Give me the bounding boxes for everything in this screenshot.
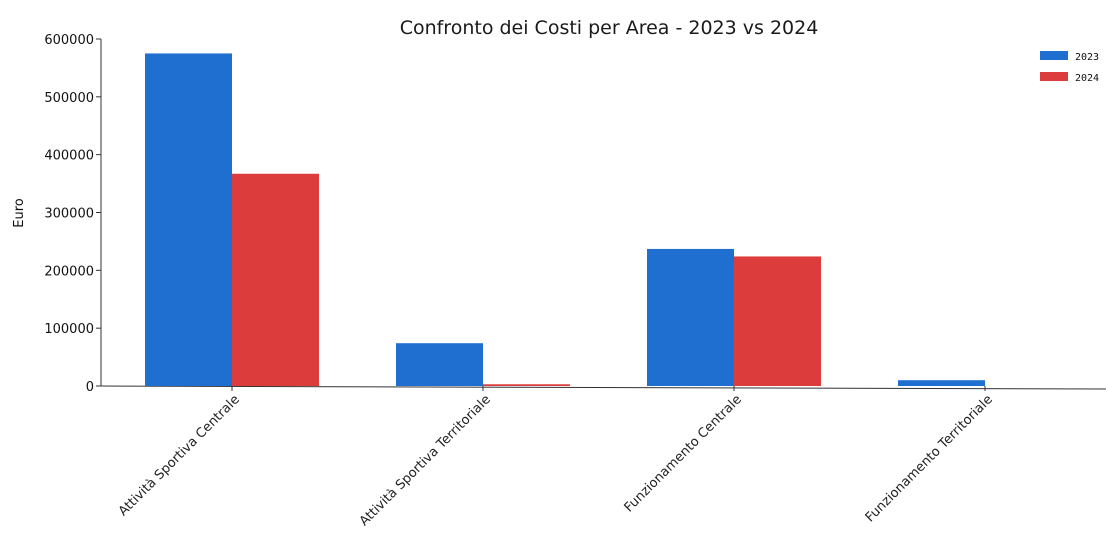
legend-label-2024: 2024 xyxy=(1075,73,1099,84)
x-tick-label: Funzionamento Territoriale xyxy=(863,392,996,525)
bar-2024-1 xyxy=(232,173,319,386)
y-tick-label: 100000 xyxy=(44,322,94,337)
bar-2024-3 xyxy=(734,256,821,386)
legend-swatch-2023 xyxy=(1040,51,1068,60)
y-tick-label: 200000 xyxy=(44,264,94,279)
bar-2024-2 xyxy=(483,384,570,386)
bars xyxy=(145,53,985,386)
axes: 0 100000 200000 300000 400000 500000 600000 xyxy=(44,33,1107,395)
legend: 2023 2024 xyxy=(1040,51,1099,84)
y-tick-label: 0 xyxy=(86,380,94,395)
y-tick-label: 400000 xyxy=(44,149,94,164)
x-tick-label: Funzionamento Centrale xyxy=(622,392,745,515)
x-axis-line xyxy=(100,385,1107,390)
legend-label-2023: 2023 xyxy=(1075,52,1099,63)
y-tick-label: 600000 xyxy=(44,33,94,48)
y-tick-label: 300000 xyxy=(44,207,94,222)
x-tick-label: Attività Sportiva Centrale xyxy=(116,392,243,519)
bar-2023-4 xyxy=(898,380,985,386)
bar-2023-2 xyxy=(396,343,483,386)
y-tick-label: 500000 xyxy=(44,91,94,106)
bar-2023-3 xyxy=(647,248,734,386)
y-axis-title: Euro xyxy=(12,198,27,228)
bar-2023-1 xyxy=(145,53,232,386)
x-tick-label: Attività Sportiva Territoriale xyxy=(357,392,494,529)
legend-swatch-2024 xyxy=(1040,72,1068,81)
x-axis-labels: Attività Sportiva Centrale Attività Sport… xyxy=(116,392,996,529)
chart-title: Confronto dei Costi per Area - 2023 vs 2… xyxy=(400,17,819,39)
